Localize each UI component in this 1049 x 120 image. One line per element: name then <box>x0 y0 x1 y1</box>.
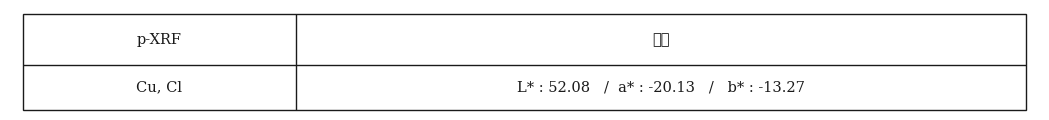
Text: L* : 52.08   /  a* : -20.13   /   b* : -13.27: L* : 52.08 / a* : -20.13 / b* : -13.27 <box>517 81 805 95</box>
Bar <box>23 14 1026 110</box>
Text: Cu, Cl: Cu, Cl <box>136 81 183 95</box>
Text: 색도: 색도 <box>652 32 669 47</box>
Text: p-XRF: p-XRF <box>137 33 181 47</box>
